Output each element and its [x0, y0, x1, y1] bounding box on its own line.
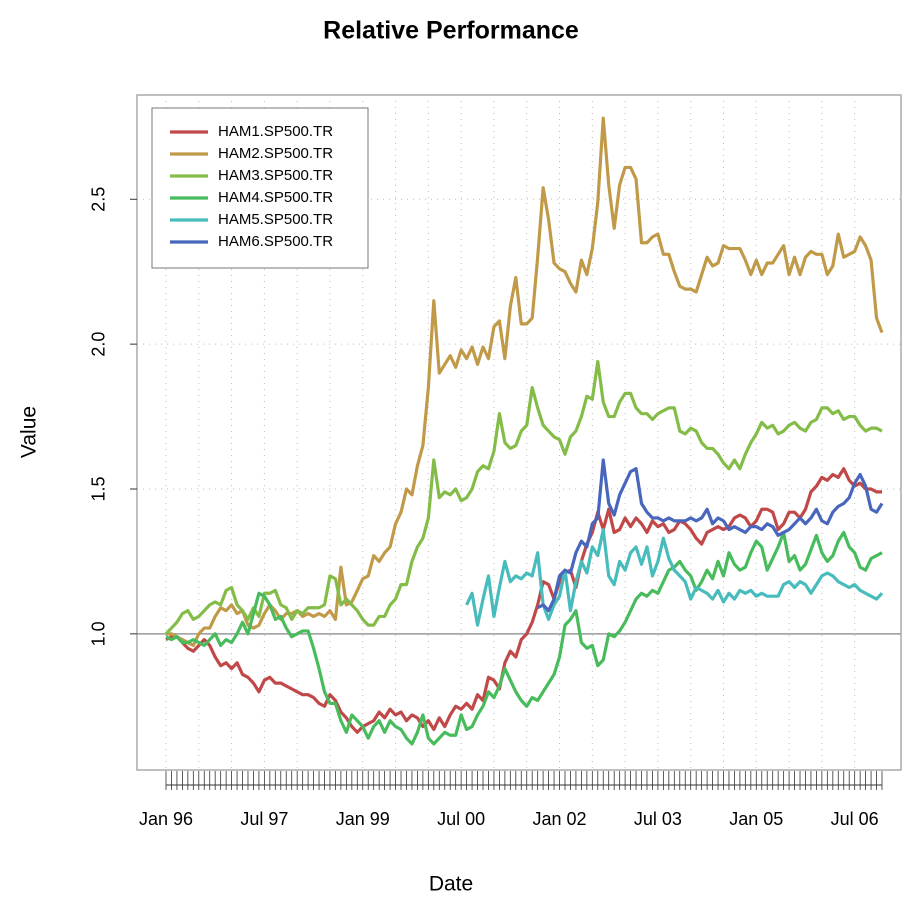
x-tick-label: Jan 02	[533, 809, 587, 829]
y-tick-label: 1.5	[89, 476, 109, 501]
legend-label: HAM5.SP500.TR	[218, 211, 333, 228]
x-tick-label: Jan 96	[139, 809, 193, 829]
series-line	[165, 467, 882, 734]
y-tick-label: 2.5	[89, 187, 109, 212]
x-tick-label: Jul 00	[437, 809, 485, 829]
series-line	[536, 458, 884, 613]
x-tick-label: Jul 97	[240, 809, 288, 829]
x-tick-label: Jan 05	[729, 809, 783, 829]
plot-frame	[136, 94, 902, 771]
legend-label: HAM4.SP500.TR	[218, 189, 333, 206]
legend-label: HAM3.SP500.TR	[218, 167, 333, 184]
legend-label: HAM6.SP500.TR	[218, 233, 333, 250]
y-tick-label: 1.0	[89, 621, 109, 646]
y-tick-label: 2.0	[89, 332, 109, 357]
series-line	[164, 359, 883, 635]
legend-label: HAM1.SP500.TR	[218, 123, 333, 140]
x-tick-label: Jul 06	[831, 809, 879, 829]
x-axis-label: Date	[429, 873, 473, 896]
y-axis-label: Value	[18, 406, 41, 458]
x-tick-label: Jul 03	[634, 809, 682, 829]
x-tick-label: Jan 99	[336, 809, 390, 829]
legend-label: HAM2.SP500.TR	[218, 145, 333, 162]
series-line	[166, 116, 884, 648]
series-line	[465, 527, 884, 627]
series-line	[165, 530, 883, 746]
chart-title: Relative Performance	[323, 17, 579, 45]
